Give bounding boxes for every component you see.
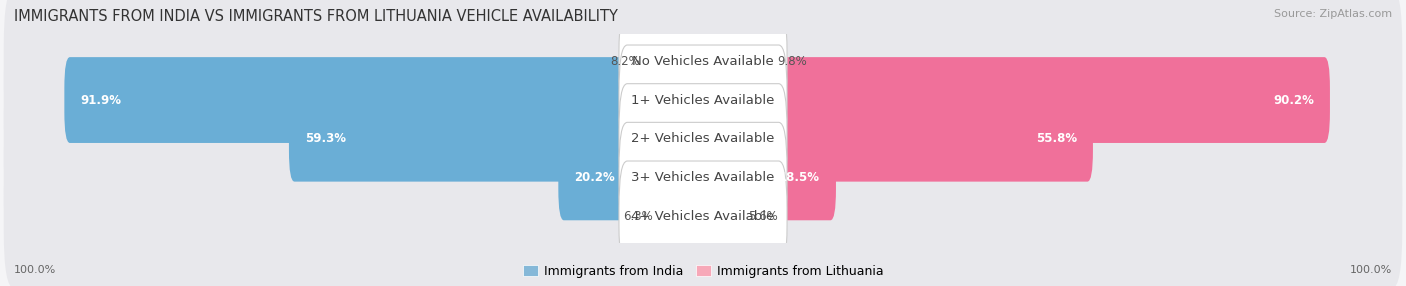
Text: 91.9%: 91.9% (80, 94, 121, 107)
FancyBboxPatch shape (619, 45, 787, 155)
Text: 8.2%: 8.2% (610, 55, 640, 68)
Text: Source: ZipAtlas.com: Source: ZipAtlas.com (1274, 9, 1392, 19)
Text: 100.0%: 100.0% (14, 265, 56, 275)
Text: 3+ Vehicles Available: 3+ Vehicles Available (631, 171, 775, 184)
Text: 100.0%: 100.0% (1350, 265, 1392, 275)
Text: 4+ Vehicles Available: 4+ Vehicles Available (631, 210, 775, 223)
Text: 6.3%: 6.3% (623, 210, 652, 223)
FancyBboxPatch shape (776, 57, 1330, 143)
FancyBboxPatch shape (4, 66, 1402, 211)
FancyBboxPatch shape (4, 28, 1402, 172)
FancyBboxPatch shape (619, 84, 787, 194)
Text: 2+ Vehicles Available: 2+ Vehicles Available (631, 132, 775, 145)
Text: 20.2%: 20.2% (574, 171, 614, 184)
FancyBboxPatch shape (776, 134, 837, 220)
Text: 1+ Vehicles Available: 1+ Vehicles Available (631, 94, 775, 107)
FancyBboxPatch shape (290, 96, 630, 182)
Text: 5.6%: 5.6% (748, 210, 778, 223)
FancyBboxPatch shape (619, 161, 787, 271)
Text: 18.5%: 18.5% (779, 171, 820, 184)
Text: 55.8%: 55.8% (1036, 132, 1077, 145)
FancyBboxPatch shape (4, 144, 1402, 286)
FancyBboxPatch shape (4, 0, 1402, 134)
FancyBboxPatch shape (65, 57, 630, 143)
Text: No Vehicles Available: No Vehicles Available (633, 55, 773, 68)
FancyBboxPatch shape (4, 105, 1402, 250)
Text: 90.2%: 90.2% (1274, 94, 1315, 107)
Text: IMMIGRANTS FROM INDIA VS IMMIGRANTS FROM LITHUANIA VEHICLE AVAILABILITY: IMMIGRANTS FROM INDIA VS IMMIGRANTS FROM… (14, 9, 617, 23)
FancyBboxPatch shape (558, 134, 630, 220)
Text: 9.8%: 9.8% (778, 55, 807, 68)
Legend: Immigrants from India, Immigrants from Lithuania: Immigrants from India, Immigrants from L… (517, 260, 889, 283)
Text: 59.3%: 59.3% (305, 132, 346, 145)
FancyBboxPatch shape (619, 122, 787, 233)
FancyBboxPatch shape (776, 96, 1092, 182)
FancyBboxPatch shape (619, 6, 787, 116)
